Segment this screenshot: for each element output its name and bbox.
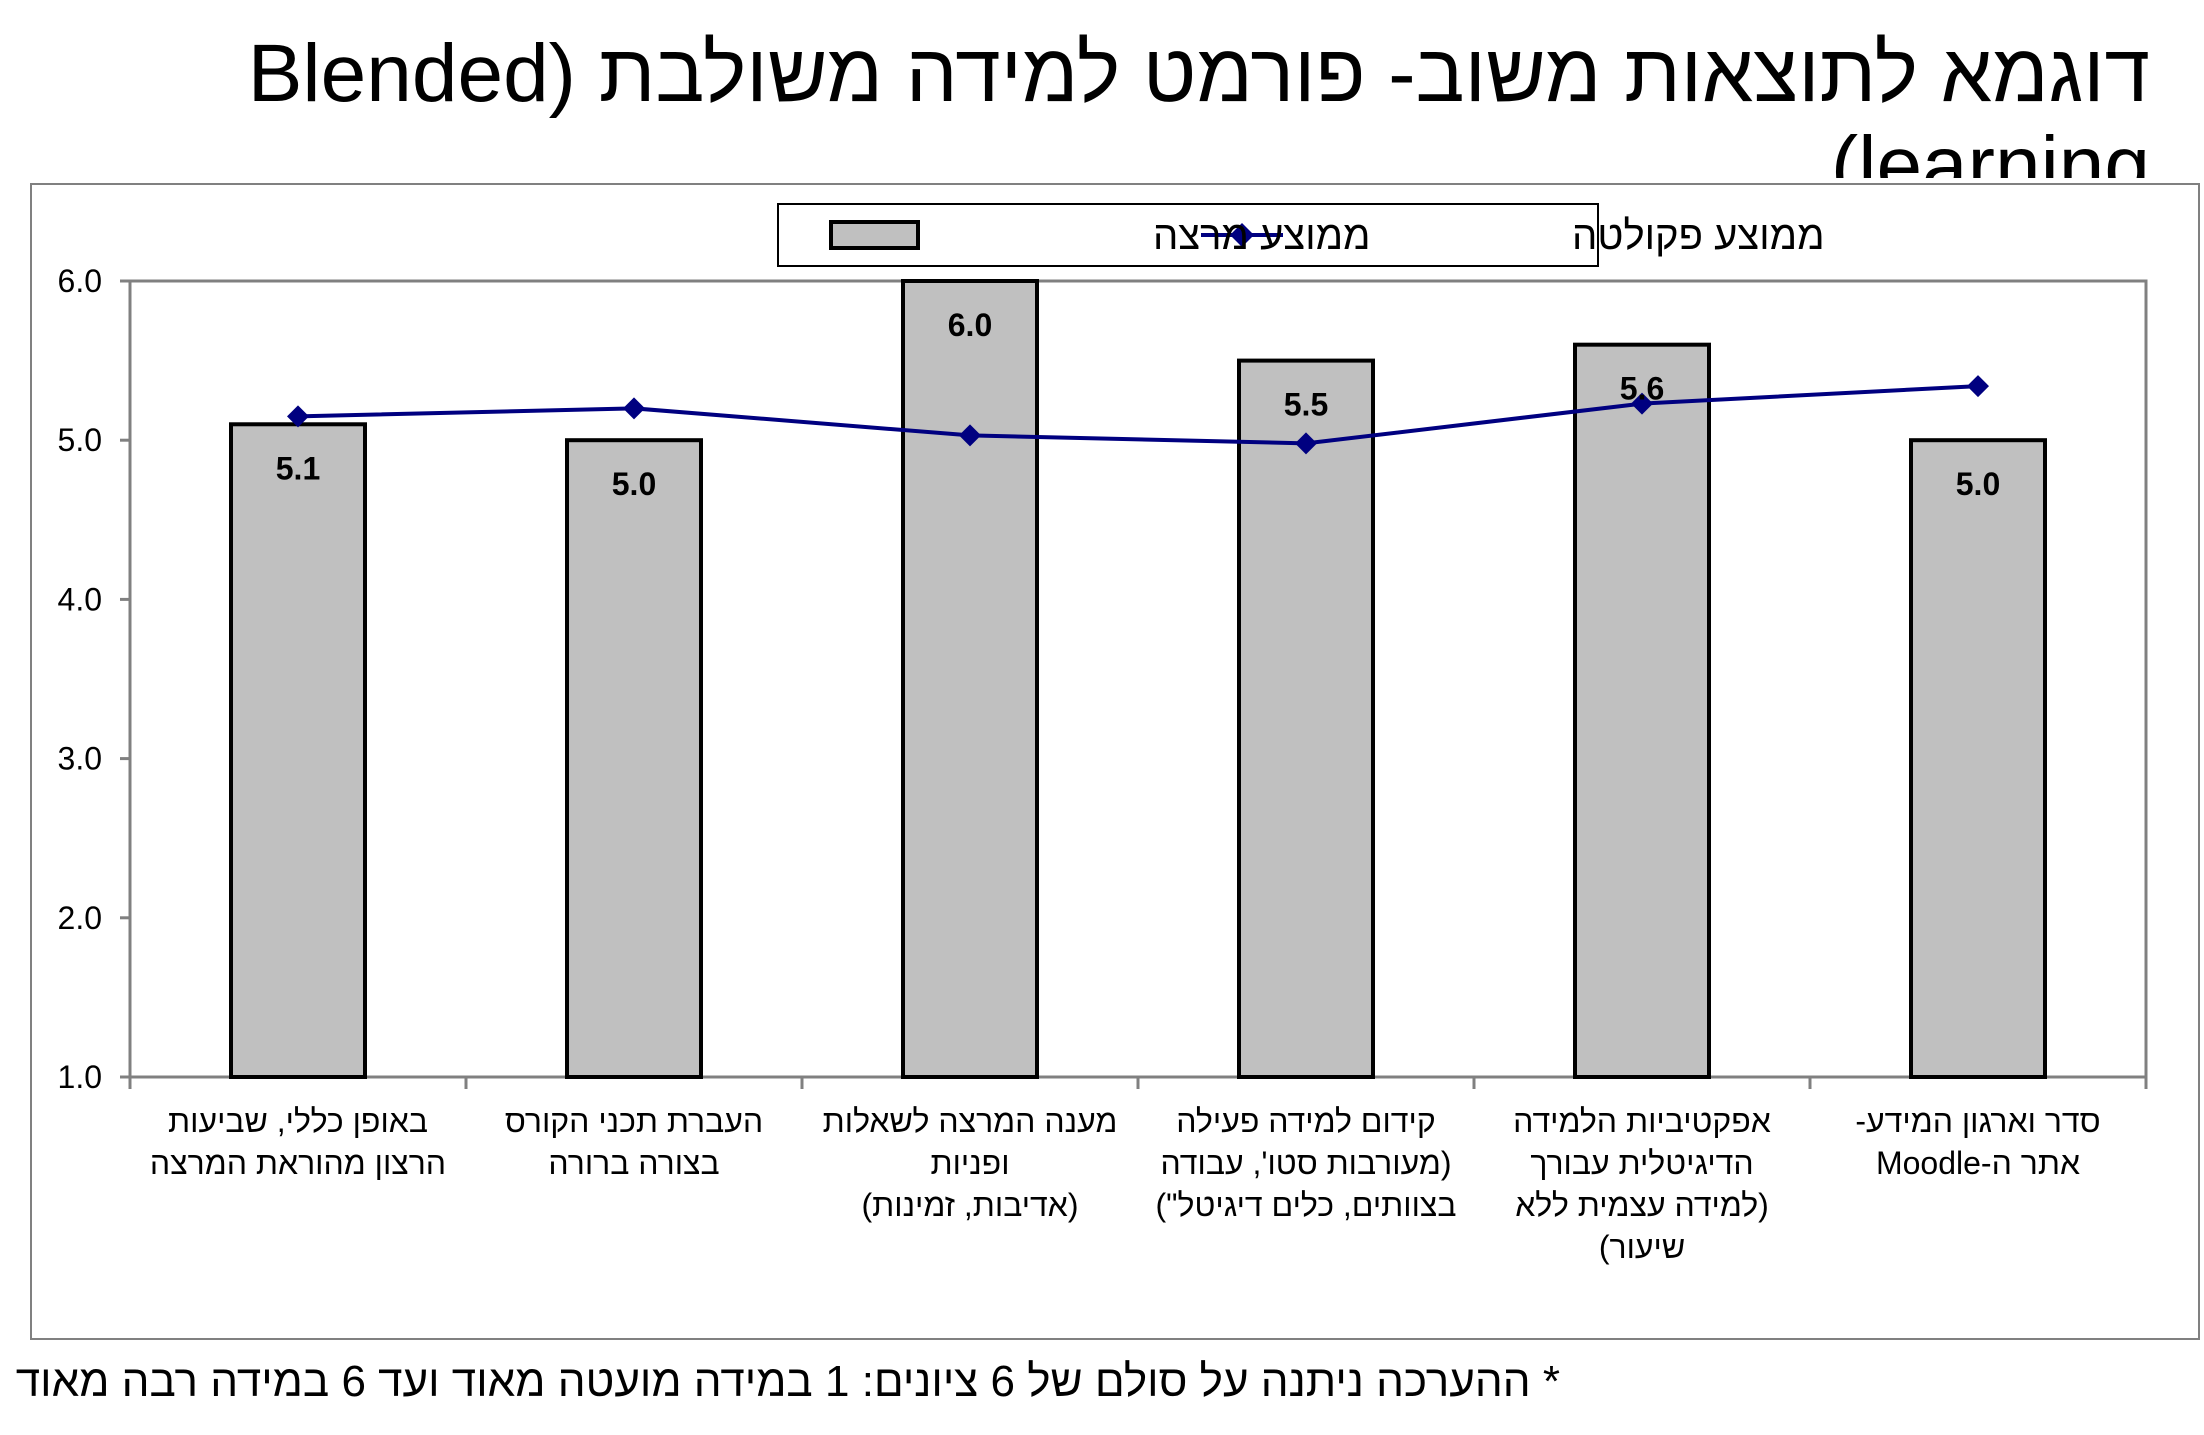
chart: 1.0 2.0 3.0 4.0 5.0 6.0 5.1 5.0 6.0 5.5 5.6 5.0 בא… <box>58 203 2148 1265</box>
category-label: באופן כללי, שביעות <box>168 1103 428 1139</box>
y-tick-label: 4.0 <box>58 581 102 617</box>
bar <box>1909 438 2047 1079</box>
category-label: העברת תכני הקורס <box>505 1103 763 1139</box>
category-label: ופניות <box>930 1145 1009 1181</box>
bar-data-label: 5.6 <box>1620 371 1664 407</box>
category-label: מענה המרצה לשאלות <box>823 1103 1118 1139</box>
category-label: (מעורבות סטו', עבודה <box>1160 1145 1451 1181</box>
category-label: הדיגיטלית עבורך <box>1530 1145 1753 1181</box>
page-title: דוגמא לתוצאות משוב- פורמט למידה משולבת (… <box>247 28 2150 178</box>
category-label: אתר ה-Moodle <box>1876 1145 2080 1181</box>
category-label: בצורה ברורה <box>548 1145 719 1181</box>
data-labels: 5.1 5.0 6.0 5.5 5.6 5.0 <box>276 307 2000 502</box>
faculty-point <box>287 405 309 428</box>
bar <box>1237 358 1375 1080</box>
category-label: (למידה עצמית ללא <box>1515 1187 1769 1223</box>
faculty-point <box>1967 375 1989 398</box>
category-label: (אדיבות, זמינות) <box>861 1187 1078 1223</box>
faculty-point <box>1631 392 1653 415</box>
category-label: סדר וארגון המידע- <box>1855 1103 2100 1139</box>
footnote: * ההערכה ניתנה על סולם של 6 ציונים: 1 במ… <box>15 1357 1560 1406</box>
y-tick-label: 6.0 <box>58 263 102 299</box>
bar-data-label: 5.1 <box>276 450 320 486</box>
category-label: בצוותים, כלים דיגיטל") <box>1156 1187 1457 1223</box>
category-label: הרצון מהוראת המרצה <box>150 1145 446 1181</box>
category-labels: באופן כללי, שביעות הרצון מהוראת המרצה העבר… <box>150 1103 2101 1265</box>
bar-data-label: 6.0 <box>948 307 992 343</box>
bar-series <box>229 279 2047 1080</box>
bar <box>901 279 1039 1079</box>
faculty-line <box>297 384 1979 446</box>
legend-diamond-marker <box>1230 223 1254 247</box>
faculty-point <box>1295 432 1317 455</box>
faculty-point <box>959 424 981 447</box>
legend-label-faculty: ממוצע פקולטה <box>1572 214 1825 258</box>
bar-data-label: 5.0 <box>612 466 656 502</box>
faculty-point <box>623 397 645 420</box>
y-axis: 1.0 2.0 3.0 4.0 5.0 6.0 <box>58 263 132 1095</box>
bar <box>229 422 367 1079</box>
line-series <box>287 375 1989 455</box>
bar-data-label: 5.5 <box>1284 387 1328 423</box>
bar-data-label: 5.0 <box>1956 466 2000 502</box>
y-tick-label: 2.0 <box>58 900 102 936</box>
plot-area <box>128 279 2148 1079</box>
legend-bar-swatch <box>829 220 920 250</box>
category-label: קידום למידה פעילה <box>1176 1103 1435 1139</box>
bar <box>1573 342 1711 1079</box>
x-axis <box>128 1075 2148 1089</box>
category-label: אפקטיביות הלמידה <box>1513 1103 1771 1139</box>
y-tick-label: 1.0 <box>58 1059 102 1095</box>
y-tick-label: 3.0 <box>58 741 102 777</box>
legend-label-lecturer: ממוצע מרצה <box>1153 214 1371 258</box>
legend: ממוצע פקולטה ממוצע מרצה <box>777 203 1825 267</box>
chart-frame: 1.0 2.0 3.0 4.0 5.0 6.0 5.1 5.0 6.0 5.5 5.6 5.0 בא… <box>30 183 2200 1340</box>
y-tick-label: 5.0 <box>58 422 102 458</box>
bar <box>565 438 703 1079</box>
category-label: שיעור) <box>1599 1229 1685 1265</box>
